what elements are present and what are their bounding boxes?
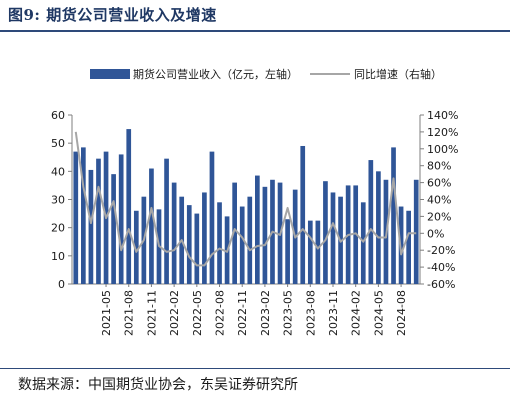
x-tick-label: 2023-08 (304, 290, 317, 336)
x-tick-label: 2022-02 (168, 290, 181, 336)
legend-bar-label: 期货公司营业收入（亿元，左轴） (133, 67, 298, 81)
y-left-tick-label: 20 (51, 222, 65, 235)
revenue-bar (323, 181, 328, 284)
y-right-tick-label: 100% (427, 143, 458, 156)
revenue-bar (360, 202, 366, 284)
x-tick-label: 2024-02 (350, 290, 363, 336)
revenue-bar (285, 219, 290, 284)
revenue-bar (315, 220, 321, 285)
title-rule (0, 30, 510, 32)
x-tick-label: 2022-11 (236, 290, 249, 336)
revenue-bar (368, 160, 374, 284)
revenue-bar (118, 154, 124, 284)
tick-labels: 0 10 20 30 40 50 60 140% 120% 100% 80% 60% 40% 20% 0% -… (51, 109, 458, 336)
revenue-bar (186, 205, 192, 284)
x-tick-label: 2021-11 (145, 290, 158, 336)
revenue-growth-chart: 期货公司营业收入（亿元，左轴） 同比增速（右轴） 0 10 20 30 40 50 60 14… (51, 67, 458, 336)
revenue-bar (239, 206, 245, 284)
x-tick-label: 2023-11 (327, 290, 340, 336)
yoy-growth-line (74, 131, 417, 267)
revenue-bar (164, 158, 169, 284)
revenue-bar (217, 202, 222, 284)
y-right-tick-label: 20% (427, 210, 451, 223)
revenue-bar (307, 220, 313, 285)
revenue-bar (247, 196, 253, 284)
footer-rule (0, 368, 510, 369)
y-right-tick-label: 80% (427, 160, 451, 173)
x-tick-label: 2021-08 (123, 290, 136, 336)
revenue-bar (406, 210, 411, 284)
y-right-tick-label: 140% (427, 109, 458, 122)
figure-title: 图9: 期货公司营业收入及增速 (8, 6, 217, 24)
y-right-tick-label: -60% (427, 278, 455, 291)
revenue-bar (255, 175, 260, 284)
revenue-bar (413, 179, 419, 284)
y-left-tick-label: 50 (51, 137, 65, 150)
revenue-bar (149, 168, 154, 284)
legend-line-label: 同比增速（右轴） (354, 67, 442, 81)
revenue-bar (73, 151, 79, 284)
y-left-tick-label: 10 (51, 250, 65, 263)
y-right-tick-label: 60% (427, 177, 451, 190)
revenue-bar (126, 129, 132, 284)
x-tick-label: 2024-05 (372, 290, 385, 336)
x-tick-label: 2023-05 (282, 290, 295, 336)
revenue-bar (96, 158, 101, 284)
x-tick-label: 2021-05 (100, 290, 113, 336)
bar-series (73, 129, 419, 285)
x-tick-label: 2022-05 (191, 290, 204, 336)
x-tick-label: 2024-08 (395, 290, 408, 336)
x-tick-label: 2022-08 (214, 290, 227, 336)
y-right-tick-label: 120% (427, 126, 458, 139)
y-right-tick-label: -40% (427, 261, 455, 274)
revenue-bar (330, 192, 336, 284)
revenue-bar (391, 147, 396, 284)
legend-bar-swatch (90, 69, 130, 79)
y-left-tick-label: 0 (58, 278, 65, 291)
revenue-bar (232, 182, 237, 284)
revenue-bar (133, 210, 139, 284)
y-right-tick-label: 40% (427, 194, 451, 207)
revenue-bar (111, 174, 116, 284)
revenue-bar (81, 147, 86, 284)
source-note: 数据来源：中国期货业协会，东吴证券研究所 (18, 377, 298, 393)
revenue-bar (171, 182, 177, 284)
y-left-tick-label: 30 (51, 194, 65, 207)
x-tick-label: 2023-02 (259, 290, 272, 336)
revenue-bar (376, 171, 381, 284)
y-right-tick-label: 0% (427, 227, 444, 240)
revenue-bar (209, 151, 215, 284)
y-left-tick-label: 40 (51, 165, 65, 178)
legend: 期货公司营业收入（亿元，左轴） 同比增速（右轴） (90, 67, 442, 81)
revenue-bar (88, 169, 94, 284)
y-right-tick-label: -20% (427, 244, 455, 257)
revenue-bar (194, 213, 200, 284)
revenue-bar (300, 145, 306, 284)
revenue-bar (262, 186, 268, 284)
y-left-tick-label: 60 (51, 109, 65, 122)
line-series (74, 131, 417, 267)
revenue-bar (202, 192, 207, 284)
axes (71, 115, 421, 285)
